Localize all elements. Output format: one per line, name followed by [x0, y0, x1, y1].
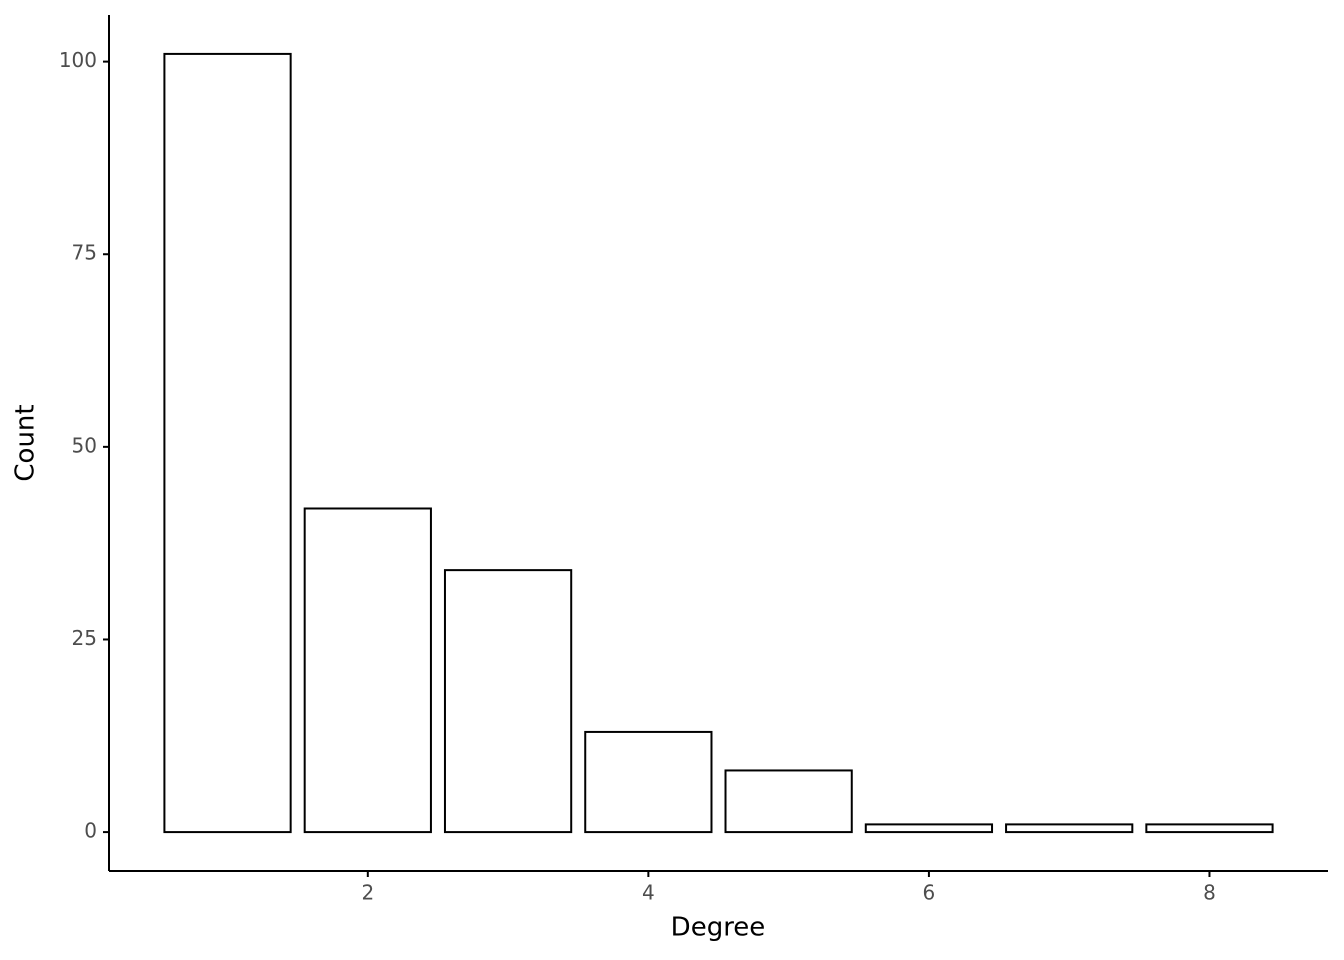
x-axis-title: Degree — [671, 913, 766, 943]
bar — [724, 769, 853, 834]
bar — [1005, 823, 1134, 834]
y-tick-label: 25 — [72, 626, 97, 650]
bar — [864, 823, 994, 834]
bar — [303, 507, 432, 834]
y-tick-label: 50 — [72, 433, 97, 457]
x-tick-label: 6 — [923, 881, 936, 905]
bar — [163, 52, 292, 834]
y-tick-label: 0 — [84, 819, 97, 843]
x-tick-label: 4 — [642, 881, 655, 905]
y-tick-label: 75 — [72, 241, 97, 265]
bar — [1145, 823, 1274, 834]
x-tick-label: 8 — [1203, 881, 1216, 905]
y-axis-title: Count — [11, 404, 41, 481]
bar — [443, 569, 573, 834]
y-tick-label: 100 — [59, 48, 97, 72]
bar — [584, 730, 713, 834]
x-tick-label: 2 — [361, 881, 374, 905]
